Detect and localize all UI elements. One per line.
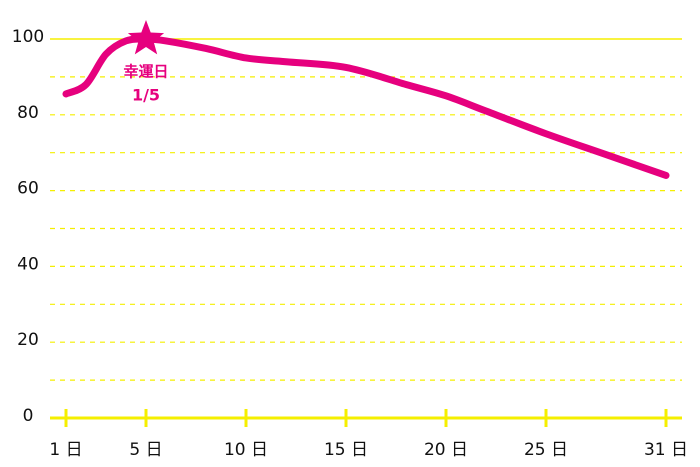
- x-tick-label: 5 日: [129, 440, 162, 460]
- x-tick-label: 20 日: [424, 440, 468, 460]
- y-tick-label: 60: [17, 179, 39, 199]
- line: [62, 35, 670, 179]
- x-tick-label: 1 日: [49, 440, 82, 460]
- y-tick-label: 0: [23, 406, 34, 426]
- x-tick-label: 10 日: [224, 440, 268, 460]
- annotation-star: [127, 20, 165, 55]
- y-tick-label: 40: [17, 254, 39, 274]
- x-tick-label: 31 日: [644, 440, 688, 460]
- annotation-sublabel: 1/5: [132, 86, 160, 105]
- y-tick-label: 80: [17, 103, 39, 123]
- x-tick-label: 15 日: [324, 440, 368, 460]
- y-tick-label: 100: [12, 27, 44, 47]
- x-tick-label: 25 日: [524, 440, 568, 460]
- annotation-label: 幸運日: [123, 63, 168, 81]
- y-tick-label: 20: [17, 330, 39, 350]
